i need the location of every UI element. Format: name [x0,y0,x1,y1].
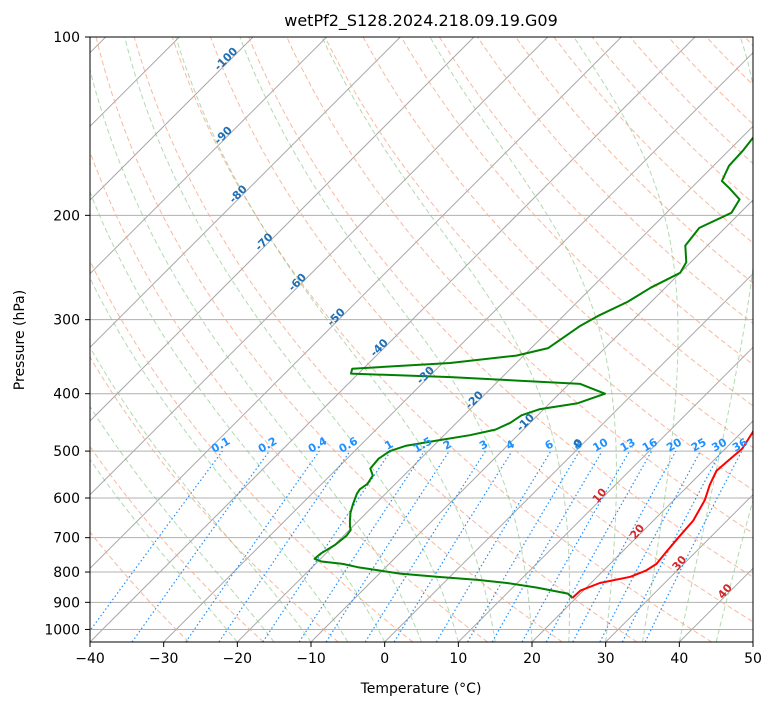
x-tick-label: 40 [670,651,688,667]
dry-adiabat-line [90,445,264,642]
mixing-ratio-line [325,450,450,642]
moist-adiabat-line [90,277,349,642]
mixing-ratio-line [572,450,677,642]
plot-frame [89,36,754,643]
y-tick-label: 400 [53,387,80,403]
moist-adiabat-line [715,498,753,642]
isotherm-line [90,37,475,422]
x-tick-label: −40 [75,651,105,667]
moist-adiabat-line [573,37,679,642]
dry-adiabat-line [133,37,638,642]
moist-adiabat-line [429,37,617,642]
dry-adiabat-line [438,37,753,366]
temperature-profile-line [571,429,753,599]
y-tick-label: 1000 [44,622,80,638]
x-tick-label: −20 [223,651,253,667]
isotherm-line [90,37,549,496]
dry-adiabat-line [171,37,712,642]
y-tick-label: 500 [53,444,80,460]
moist-adiabat-line [90,405,275,642]
y-tick-label: 700 [53,531,80,547]
dry-adiabat-line [90,531,190,642]
dewpoint-profile-line [313,136,753,599]
y-tick-label: 800 [53,565,80,581]
x-tick-label: 20 [523,651,541,667]
moist-adiabat-line [90,190,386,642]
dry-adiabat-line [90,150,488,642]
x-tick-label: 50 [744,651,762,667]
dry-adiabat-line [210,37,753,623]
mixing-ratio-line [131,450,270,642]
y-tick-label: 300 [53,313,80,329]
isotherm-line [90,37,254,201]
mixing-ratio-line [393,450,513,642]
isotherm-line [90,37,401,349]
x-axis-label: Temperature (°C) [360,681,482,697]
mixing-ratio-line [185,450,320,642]
x-tick-label: −10 [296,651,326,667]
dry-adiabat-line [95,37,563,642]
mixing-ratio-line [545,450,653,642]
x-tick-label: 0 [380,651,389,667]
dry-adiabat-line [90,356,339,642]
chart-title: wetPf2_S128.2024.218.09.19.G09 [284,11,558,31]
dry-adiabat-line [90,259,414,642]
moist-adiabat-line [175,37,496,642]
isotherm-line [605,493,753,642]
x-tick-label: −30 [149,651,179,667]
y-tick-label: 100 [53,30,80,46]
x-tick-label: 30 [597,651,615,667]
mixing-ratio-line [90,450,223,632]
isotherm-line [531,420,753,642]
x-tick-label: 10 [449,651,467,667]
dry-adiabat-line [515,37,753,284]
mixing-ratio-line [644,450,743,642]
isotherm-line [90,37,328,275]
moist-adiabat-line [90,346,312,642]
isotherm-line [457,346,753,642]
y-tick-label: 900 [53,595,80,611]
dry-adiabat-line [248,37,753,578]
y-axis-label: Pressure (hPa) [12,290,28,390]
moist-adiabat-line [239,37,533,642]
moist-adiabat-line [321,37,571,642]
y-tick-label: 600 [53,491,80,507]
dry-adiabat-line [324,37,753,491]
mixing-ratio-line [218,450,351,642]
isotherm-line [90,37,622,570]
isotherm-line [384,272,753,642]
moist-adiabat-line [124,37,459,642]
isotherm-line [163,51,753,642]
mixing-ratio-line [262,450,392,642]
mixing-ratio-line [521,450,631,642]
moist-adiabat-line [90,458,238,642]
moist-adiabat-line [90,67,422,642]
dry-adiabat-line [400,37,753,407]
moist-adiabat-line [678,37,753,642]
mixing-ratio-line [298,450,425,642]
y-tick-label: 200 [53,208,80,224]
